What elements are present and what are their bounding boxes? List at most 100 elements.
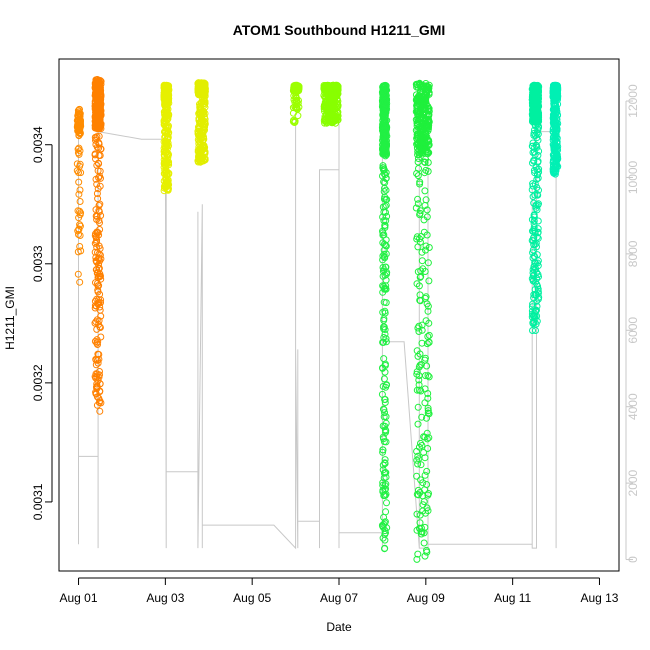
data-point	[382, 299, 390, 307]
data-point	[294, 84, 301, 92]
x-tick-label: Aug 07	[320, 591, 358, 605]
data-point	[382, 186, 390, 194]
data-point	[379, 117, 387, 125]
data-point	[295, 103, 303, 111]
data-point	[530, 263, 538, 271]
data-point	[416, 209, 424, 217]
data-point	[161, 161, 169, 169]
data-point	[95, 139, 103, 147]
data-point	[420, 449, 428, 456]
data-point	[534, 228, 542, 236]
data-point	[382, 196, 390, 204]
data-point	[380, 178, 388, 186]
data-point	[425, 277, 433, 285]
data-point	[415, 386, 423, 394]
data-point	[414, 268, 422, 276]
data-point	[95, 207, 103, 215]
data-point	[529, 249, 537, 257]
data-point	[163, 138, 171, 146]
data-point	[161, 114, 169, 122]
data-point	[416, 235, 423, 243]
data-point	[294, 99, 302, 107]
data-point	[196, 149, 204, 156]
data-point	[416, 126, 424, 134]
data-point	[425, 331, 433, 339]
series-flight-3a	[289, 81, 303, 126]
data-point	[421, 187, 429, 195]
data-point	[412, 116, 420, 124]
data-point	[381, 536, 389, 544]
data-point	[200, 141, 208, 149]
data-point	[532, 278, 539, 286]
data-point	[290, 116, 297, 124]
x-tick-label: Aug 09	[407, 591, 445, 605]
data-point	[533, 243, 540, 251]
data-point	[75, 231, 82, 238]
data-point	[529, 193, 537, 201]
data-point	[424, 372, 432, 380]
data-point	[92, 212, 100, 220]
data-point	[91, 151, 99, 159]
y-right-tick-label: 2000	[626, 469, 640, 496]
data-point	[96, 407, 104, 415]
data-point	[533, 275, 541, 283]
data-point	[164, 110, 172, 118]
data-point	[382, 338, 390, 346]
data-point	[416, 296, 424, 304]
data-point	[161, 83, 168, 91]
data-point	[323, 110, 330, 118]
data-point	[414, 195, 422, 203]
y-right-tick-label: 6000	[626, 317, 640, 344]
data-point	[413, 555, 421, 563]
data-point	[382, 236, 390, 244]
data-point	[95, 394, 103, 402]
data-point	[75, 226, 83, 234]
data-point	[551, 126, 559, 134]
data-point	[196, 146, 204, 154]
data-point	[380, 413, 388, 421]
data-point	[422, 155, 429, 163]
data-point	[383, 499, 390, 507]
data-point	[418, 257, 426, 265]
data-point	[421, 486, 429, 494]
x-tick-label: Aug 13	[580, 591, 618, 605]
data-point	[416, 207, 424, 215]
data-point	[529, 180, 537, 188]
data-point	[413, 280, 421, 288]
chart-title: ATOM1 Southbound H1211_GMI	[233, 22, 446, 38]
data-point	[414, 452, 422, 460]
data-point	[549, 106, 557, 114]
data-point	[382, 529, 389, 537]
data-point	[382, 473, 390, 481]
data-point	[413, 456, 421, 464]
data-point	[551, 163, 559, 171]
series-flight-5b	[549, 81, 562, 178]
x-axis: Aug 01 Aug 03 Aug 05 Aug 07 Aug 09 Aug 11 Aug …	[60, 577, 619, 605]
data-point	[91, 122, 99, 129]
data-point	[414, 243, 422, 251]
data-point	[413, 472, 421, 480]
series-flight-4a	[378, 81, 391, 553]
data-point	[414, 155, 422, 162]
data-point	[381, 459, 389, 467]
data-point	[196, 81, 204, 89]
data-point	[333, 110, 341, 117]
data-point	[91, 100, 99, 108]
data-point	[92, 175, 100, 183]
data-point	[93, 383, 101, 391]
data-point	[532, 291, 540, 299]
data-point	[414, 491, 422, 499]
data-point	[201, 126, 208, 134]
data-point	[93, 190, 101, 197]
data-point	[552, 121, 559, 129]
data-point	[529, 85, 537, 93]
data-point	[381, 368, 389, 376]
data-point	[76, 198, 84, 205]
data-point	[382, 285, 390, 293]
data-point	[162, 97, 170, 104]
data-point	[73, 160, 81, 168]
data-point	[415, 151, 423, 159]
data-point	[413, 526, 421, 534]
data-point	[96, 88, 104, 96]
data-point	[416, 350, 424, 358]
